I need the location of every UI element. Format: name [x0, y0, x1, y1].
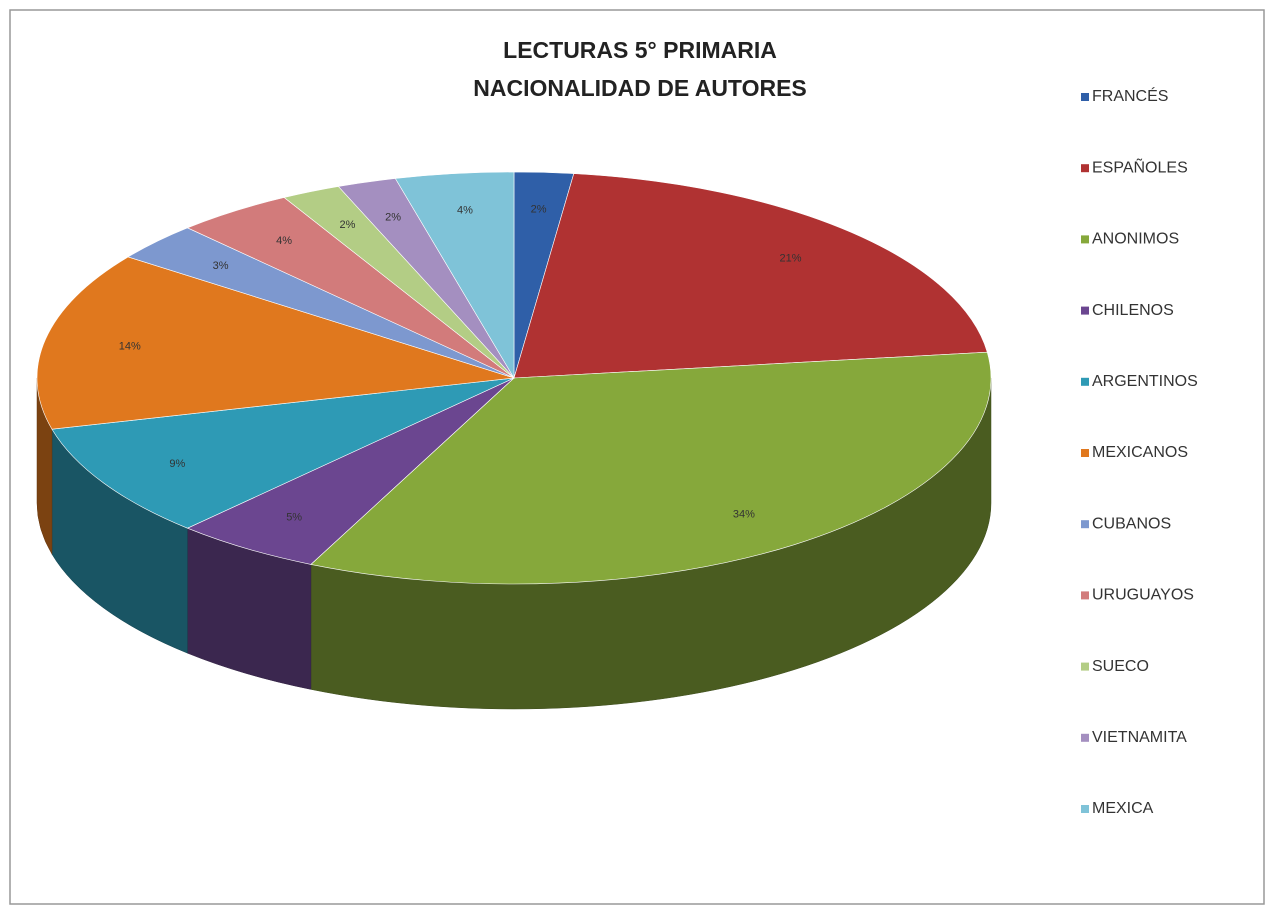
- legend-text: FRANCÉS: [1092, 86, 1168, 105]
- value-label: 14%: [119, 340, 141, 352]
- legend-swatch: [1081, 805, 1089, 813]
- chart-title: LECTURAS 5° PRIMARIA: [503, 37, 777, 63]
- legend-text: URUGUAYOS: [1092, 587, 1194, 604]
- legend-text: CHILENOS: [1092, 302, 1174, 319]
- legend-swatch: [1081, 449, 1089, 457]
- pie-slice: [513, 173, 988, 379]
- legend-text: ANONIMOS: [1092, 231, 1179, 248]
- pie-slice: [186, 377, 515, 565]
- value-label: 21%: [780, 252, 802, 264]
- legend-text: MEXICANOS: [1092, 444, 1188, 461]
- legend-swatch: [1081, 662, 1089, 671]
- value-label: 3%: [213, 260, 229, 272]
- legend-text: ESPAÑOLES: [1092, 156, 1188, 176]
- legend-swatch: [1081, 377, 1089, 386]
- value-label: 2%: [531, 203, 547, 215]
- chart-title: NACIONALIDAD DE AUTORES: [473, 75, 807, 101]
- legend-text: ARGENTINOS: [1092, 373, 1198, 390]
- value-label: 34%: [733, 509, 755, 521]
- pie-slice: [310, 351, 992, 585]
- value-label: 4%: [276, 235, 292, 247]
- legend-swatch: [1081, 591, 1089, 600]
- pie-slice: [394, 171, 515, 380]
- legend-swatch: [1081, 93, 1089, 101]
- legend-text: CUBANOS: [1092, 515, 1171, 532]
- value-label: 5%: [286, 512, 302, 524]
- value-label: 4%: [457, 204, 473, 216]
- legend-text: SUECO: [1092, 658, 1149, 675]
- pie-slice: [51, 377, 515, 529]
- legend-swatch: [1081, 733, 1089, 742]
- legend-swatch: [1081, 164, 1089, 173]
- legend-swatch: [1081, 520, 1089, 529]
- value-label: 2%: [340, 219, 356, 231]
- pie-slice: [36, 256, 515, 430]
- legend-text: MEXICA: [1092, 800, 1154, 817]
- legend-text: VIETNAMITA: [1092, 729, 1187, 746]
- value-label: 2%: [385, 211, 401, 223]
- value-label: 9%: [169, 458, 185, 470]
- legend-swatch: [1081, 235, 1089, 244]
- pie: [36, 171, 992, 710]
- legend-swatch: [1081, 306, 1089, 315]
